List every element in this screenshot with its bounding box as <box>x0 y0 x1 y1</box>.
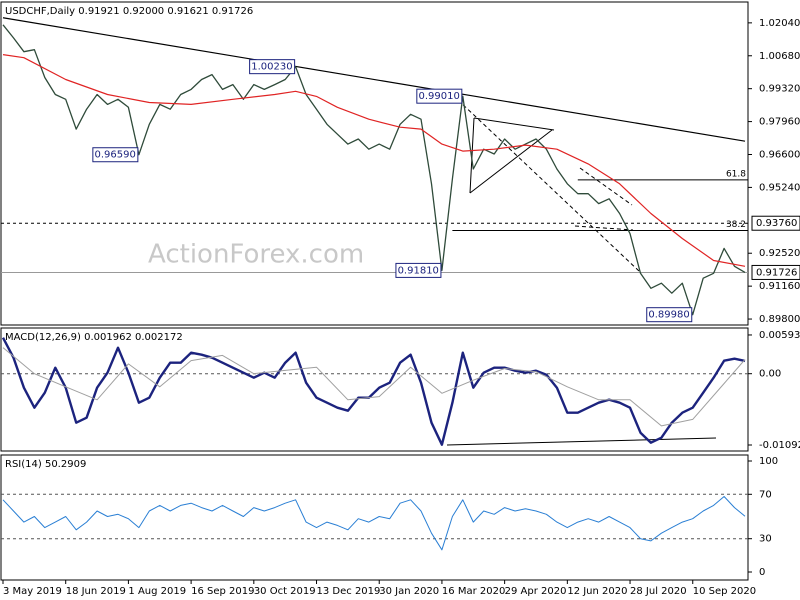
y-tick-label: 0.91160 <box>759 281 800 292</box>
y-tick-label: 0.96600 <box>759 149 800 160</box>
y-tick-label: 0.95240 <box>759 182 800 193</box>
annotation-label: 0.96590 <box>94 150 135 161</box>
price-box <box>751 264 800 280</box>
trendline <box>2 17 746 142</box>
panel-frame <box>0 1 749 326</box>
series-line <box>1 337 746 446</box>
x-tick-label: 28 Jul 2020 <box>630 586 687 597</box>
series-line <box>2 496 746 551</box>
series-line <box>2 24 746 316</box>
x-tick-label: 30 Jan 2020 <box>379 586 439 597</box>
series-line <box>2 347 746 427</box>
annotation-box <box>249 59 296 75</box>
annotation-label: 0.99010 <box>418 91 459 102</box>
annotation: 0.91810 <box>395 262 442 278</box>
y-tick-label: 1.02040 <box>759 18 800 29</box>
annotation: 0.89980 <box>646 307 693 323</box>
annotation-label: 1.00230 <box>251 62 292 73</box>
annotation-label: 0.89980 <box>648 310 689 321</box>
panel-frame <box>0 454 749 581</box>
annotation: 0.99010 <box>416 88 463 104</box>
price-box-label: 0.93760 <box>756 218 797 229</box>
y-tick-label: 0.97960 <box>759 117 800 128</box>
x-tick-label: 16 Sep 2019 <box>191 586 254 597</box>
x-tick-label: 10 Sep 2020 <box>693 586 756 597</box>
fib-label: 61.8 <box>726 169 746 179</box>
y-tick-label: 1.00680 <box>759 51 800 62</box>
macd-trendline <box>446 437 717 446</box>
fib-label: 38.2 <box>726 220 746 230</box>
x-tick-label: 18 Jun 2019 <box>66 586 126 597</box>
annotation-box <box>92 147 139 163</box>
price-box-label: 0.91726 <box>756 267 797 278</box>
annotation-label: 0.91810 <box>398 265 439 276</box>
x-tick-label: 29 Apr 2020 <box>505 586 567 597</box>
x-tick-label: 3 May 2019 <box>3 586 62 597</box>
y-tick-label: -0.010921 <box>759 440 800 451</box>
panel-frame <box>0 327 749 452</box>
panel-title: MACD(12,26,9) 0.001962 0.002172 <box>5 332 183 343</box>
annotation-box <box>395 262 442 278</box>
y-tick-label: 30 <box>759 534 772 545</box>
x-tick-label: 13 Dec 2019 <box>317 586 381 597</box>
y-tick-label: 70 <box>759 489 772 500</box>
x-tick-label: 12 Jun 2020 <box>567 586 627 597</box>
y-tick-label: 0.92520 <box>759 248 800 259</box>
annotation: 0.96590 <box>92 147 139 163</box>
annotation: 1.00230 <box>249 59 296 75</box>
panel-title: RSI(14) 50.2909 <box>5 459 86 470</box>
series-line <box>2 54 746 267</box>
annotation-box <box>646 307 693 323</box>
y-tick-label: 100 <box>759 456 778 467</box>
price-box <box>751 215 800 231</box>
x-tick-label: 16 Mar 2020 <box>442 586 505 597</box>
x-tick-label: 30 Oct 2019 <box>254 586 316 597</box>
y-tick-label: 0.99320 <box>759 84 800 95</box>
drawings <box>446 99 717 446</box>
watermark: ActionForex.com <box>148 240 364 270</box>
y-tick-label: 0.00 <box>759 369 781 380</box>
x-tick-label: 1 Aug 2019 <box>128 586 186 597</box>
annotation-box <box>416 88 463 104</box>
dashed-channel <box>457 99 641 273</box>
y-tick-label: 0 <box>759 567 765 578</box>
y-tick-label: 0.005933 <box>759 330 800 341</box>
y-tick-label: 0.89800 <box>759 314 800 325</box>
panel-title: USDCHF,Daily 0.91921 0.92000 0.91621 0.9… <box>5 6 253 17</box>
